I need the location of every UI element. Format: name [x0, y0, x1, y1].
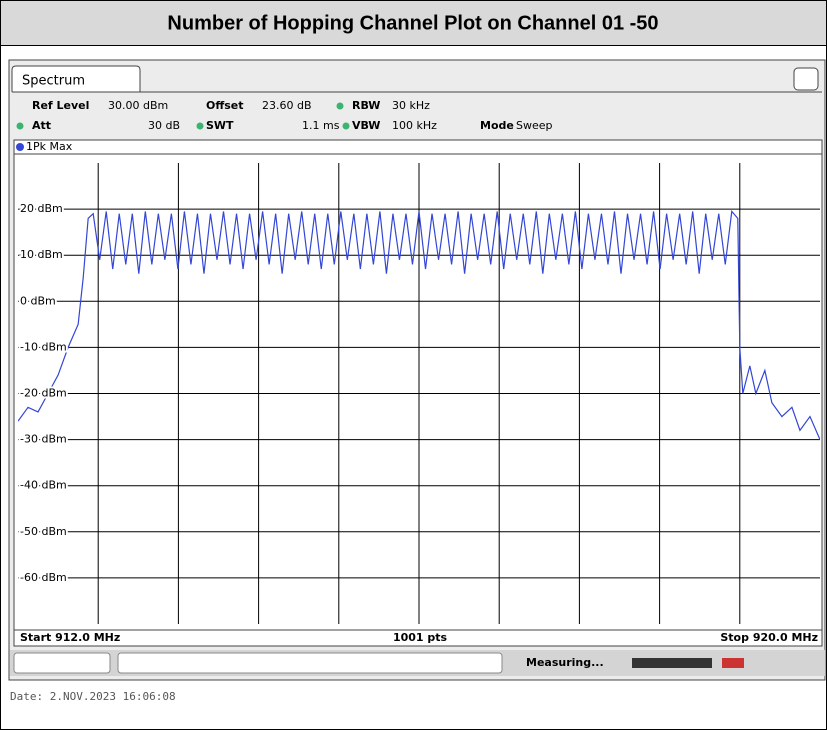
y-tick-label: -60 dBm — [20, 571, 67, 584]
setting-value: Sweep — [516, 119, 553, 132]
setting-name: SWT — [206, 119, 234, 132]
title: Number of Hopping Channel Plot on Channe… — [167, 12, 658, 34]
setting-value: 1.1 ms — [302, 119, 340, 132]
setting-name: Att — [32, 119, 51, 132]
y-tick-label: -40 dBm — [20, 479, 67, 492]
status-dot — [196, 122, 204, 130]
setting-value: 23.60 dB — [262, 99, 312, 112]
y-tick-label: 20 dBm — [20, 202, 63, 215]
menu-button[interactable] — [793, 67, 819, 91]
setting-name: Mode — [480, 119, 514, 132]
tab-label[interactable]: Spectrum — [22, 74, 85, 89]
setting-value: 100 kHz — [392, 119, 437, 132]
y-tick-label: -10 dBm — [20, 340, 67, 353]
input-box[interactable] — [13, 652, 111, 674]
trace-label: 1Pk Max — [26, 140, 73, 153]
start-label: Start 912.0 MHz — [20, 631, 120, 644]
trace-dot — [16, 143, 24, 151]
setting-name: VBW — [352, 119, 380, 132]
setting-name: Ref Level — [32, 99, 89, 112]
points-label: 1001 pts — [393, 631, 448, 644]
progress-bar — [632, 658, 712, 668]
setting-name: Offset — [206, 99, 244, 112]
stop-label: Stop 920.0 MHz — [720, 631, 818, 644]
y-tick-label: -50 dBm — [20, 525, 67, 538]
date: Date: 2.NOV.2023 16:06:08 — [10, 690, 176, 703]
setting-value: 30 dB — [148, 119, 180, 132]
y-tick-label: 10 dBm — [20, 248, 63, 261]
setting-name: RBW — [352, 99, 380, 112]
y-tick-label: 0 dBm — [20, 294, 56, 307]
trace — [18, 209, 820, 440]
setting-value: 30.00 dBm — [108, 99, 168, 112]
input-box[interactable] — [117, 652, 503, 674]
footer-bar — [13, 629, 823, 647]
status-dot — [16, 122, 24, 130]
y-tick-label: -20 dBm — [20, 387, 67, 400]
indicator — [722, 658, 744, 668]
y-tick-label: -30 dBm — [20, 433, 67, 446]
title-bar — [0, 0, 827, 46]
status: Measuring... — [526, 656, 604, 669]
setting-value: 30 kHz — [392, 99, 430, 112]
tab[interactable] — [11, 65, 141, 92]
status-dot — [342, 122, 350, 130]
status-dot — [336, 102, 344, 110]
plot-frame — [13, 139, 823, 631]
